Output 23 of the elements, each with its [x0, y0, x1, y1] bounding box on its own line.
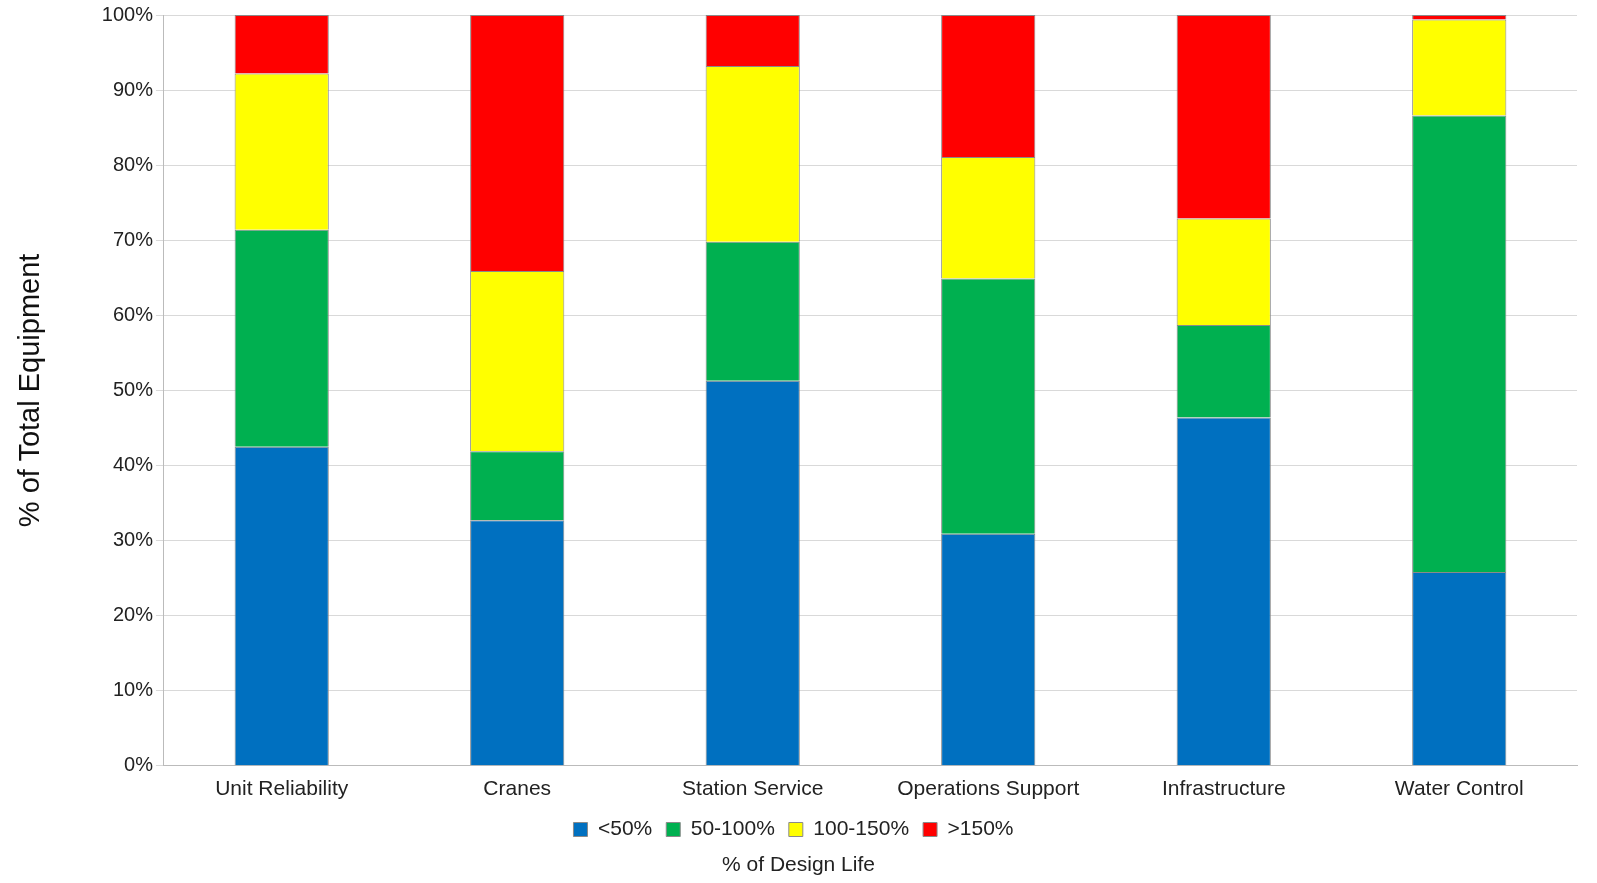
x-tick-label: Station Service — [682, 776, 824, 800]
y-axis-title: % of Total Equipment — [13, 253, 46, 528]
legend-label: 50-100% — [690, 816, 775, 840]
y-tick-label: 60% — [112, 302, 154, 325]
legend-label: >150% — [947, 816, 1014, 840]
x-tick-label: Infrastructure — [1161, 776, 1286, 800]
x-axis-title: % of Design Life — [721, 852, 876, 876]
y-tick-label: 70% — [112, 227, 154, 250]
legend-label: <50% — [597, 816, 653, 840]
y-tick-label: 20% — [112, 603, 154, 626]
y-tick-label: 90% — [112, 77, 154, 100]
y-tick-label: 100% — [101, 2, 154, 25]
legend-label: 100-150% — [813, 816, 910, 840]
x-tick-label: Operations Support — [897, 776, 1080, 800]
x-tick-label: Unit Reliability — [215, 776, 349, 800]
y-tick-label: 10% — [112, 678, 154, 701]
x-tick-label: Water Control — [1394, 776, 1524, 800]
y-tick-label: 40% — [112, 453, 154, 475]
y-tick-label: 80% — [112, 152, 154, 175]
x-tick-label: Cranes — [483, 776, 552, 800]
y-tick-label: 0% — [124, 753, 154, 776]
y-tick-label: 30% — [112, 528, 154, 551]
y-tick-label: 50% — [112, 377, 154, 400]
